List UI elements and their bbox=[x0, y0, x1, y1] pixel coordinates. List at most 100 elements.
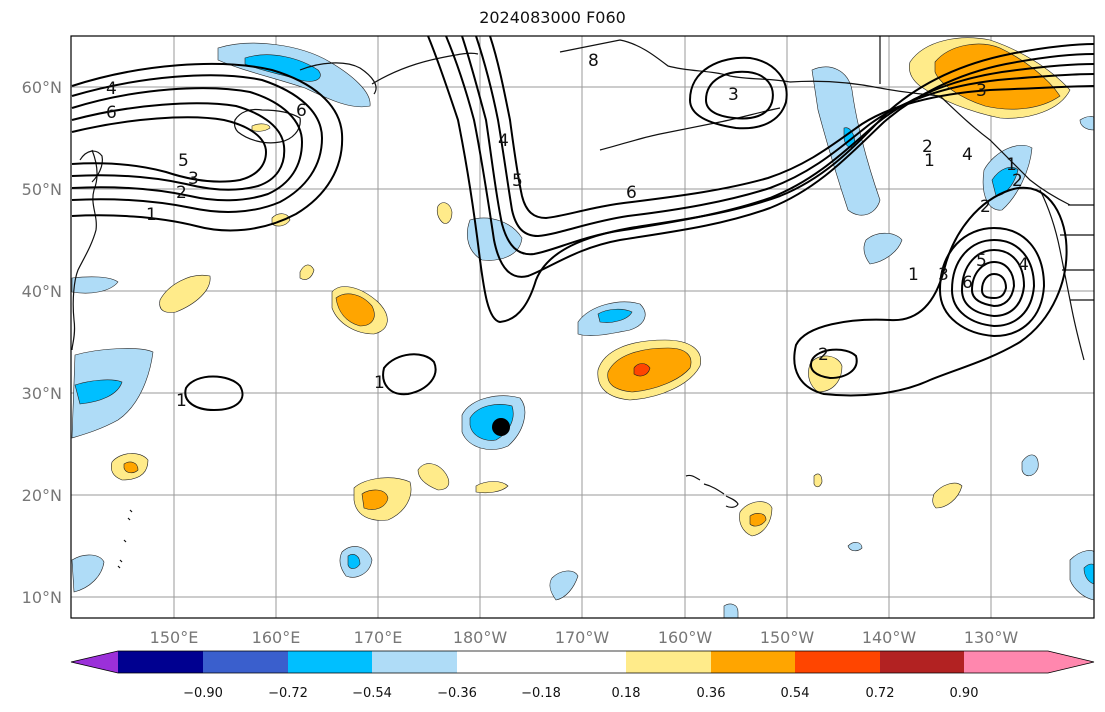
colorbar-tick: 0.54 bbox=[781, 686, 810, 701]
colorbar-max-arrow bbox=[1048, 651, 1094, 673]
fill-pos-small-1 bbox=[436, 202, 453, 224]
coast-japan bbox=[71, 149, 98, 351]
map-area: 4 6 5 3 2 1 6 4 5 3 6 8 1 1 2 1 2 4 3 1 … bbox=[71, 36, 1094, 618]
fill-neg-south-west-core bbox=[347, 554, 361, 569]
contour-west-4 bbox=[71, 102, 286, 191]
longitude-labels: 150°E 160°E 170°E 180°W 170°W 160°W 150°… bbox=[150, 628, 1019, 647]
contour-label: 4 bbox=[1018, 255, 1029, 275]
fill-neg-bottom-small bbox=[723, 603, 739, 618]
contour-label: 3 bbox=[728, 85, 739, 105]
chart-title: 2024083000 F060 bbox=[479, 8, 626, 27]
colorbar-tick: −0.54 bbox=[352, 686, 392, 701]
contour-trough-2 bbox=[445, 36, 1094, 278]
fill-neg-east-small bbox=[1021, 454, 1039, 477]
colorbar-swatch bbox=[626, 651, 711, 673]
lon-label: 130°W bbox=[964, 628, 1019, 647]
contour-label: 1 bbox=[146, 205, 157, 225]
contour-label: 1 bbox=[908, 265, 919, 285]
contour-bering-high bbox=[688, 56, 788, 130]
coast-chukotka bbox=[371, 52, 479, 85]
colorbar-swatch bbox=[964, 651, 1048, 673]
fill-neg-kamchatka-core bbox=[244, 54, 321, 82]
islands-marianas bbox=[117, 509, 133, 569]
contour-ne-low-3 bbox=[950, 238, 1036, 328]
lon-label: 180°W bbox=[453, 628, 508, 647]
contour-high-mid bbox=[382, 353, 437, 396]
lat-label: 40°N bbox=[22, 282, 62, 301]
fill-neg-ne-edge bbox=[1079, 116, 1094, 131]
lon-label: 160°W bbox=[658, 628, 713, 647]
colorbar-swatch bbox=[795, 651, 880, 673]
colorbar-tick: 0.90 bbox=[950, 686, 979, 701]
colorbar-tick: −0.72 bbox=[268, 686, 308, 701]
contour-east-small bbox=[810, 348, 858, 380]
contour-label: 4 bbox=[498, 131, 509, 151]
fill-pos-south-2 bbox=[417, 463, 450, 491]
colorbar-swatch bbox=[711, 651, 795, 673]
fill-pos-small-5 bbox=[813, 473, 823, 488]
fill-neg-southwest-edge bbox=[71, 554, 105, 593]
colorbar-swatch bbox=[118, 651, 203, 673]
contour-west-2 bbox=[71, 74, 324, 213]
coast-alaska-west bbox=[559, 39, 791, 83]
coast-aleutians bbox=[599, 107, 781, 151]
contour-label: 1 bbox=[924, 151, 935, 171]
contour-label: 5 bbox=[512, 171, 523, 191]
contour-label: 5 bbox=[178, 151, 189, 171]
contour-ne-low-6 bbox=[980, 272, 1008, 300]
colorbar-tick: 0.72 bbox=[866, 686, 895, 701]
storm-center-marker bbox=[492, 418, 510, 436]
lat-label: 10°N bbox=[22, 588, 62, 607]
contour-label: 3 bbox=[938, 265, 949, 285]
colorbar-outline bbox=[70, 650, 1095, 674]
contour-label: 2 bbox=[922, 137, 933, 157]
colorbar-swatch bbox=[880, 651, 964, 673]
fill-pos-central-peak bbox=[633, 363, 651, 377]
contour-label: 1 bbox=[1006, 155, 1017, 175]
lon-label: 170°E bbox=[354, 628, 403, 647]
contour-trough-4 bbox=[475, 36, 1094, 238]
fill-neg-westpac-core bbox=[74, 379, 123, 405]
colorbar-swatch bbox=[372, 651, 457, 673]
contour-ne-low-2 bbox=[938, 226, 1046, 338]
fill-pos-east bbox=[808, 355, 843, 393]
contour-label: 2 bbox=[980, 197, 991, 217]
contours bbox=[71, 36, 1094, 412]
contour-high-west bbox=[184, 375, 244, 412]
fill-pos-west-2 bbox=[159, 274, 211, 313]
contour-west-3 bbox=[71, 87, 304, 202]
fill-neg-southeast-edge bbox=[1069, 550, 1094, 601]
contour-label: 2 bbox=[176, 183, 187, 203]
colorbar-tick: −0.18 bbox=[521, 686, 561, 701]
lat-label: 20°N bbox=[22, 486, 62, 505]
contour-label: 2 bbox=[1012, 171, 1023, 191]
contour-label: 6 bbox=[296, 101, 307, 121]
fill-pos-south-3 bbox=[475, 481, 509, 494]
lon-label: 140°W bbox=[862, 628, 917, 647]
contour-label: 1 bbox=[374, 373, 385, 393]
contour-label: 3 bbox=[188, 169, 199, 189]
lon-label: 170°W bbox=[555, 628, 610, 647]
contour-label: 2 bbox=[818, 345, 829, 365]
contour-ne-low-1 bbox=[793, 186, 1068, 397]
latitude-labels: 60°N 50°N 40°N 30°N 20°N 10°N bbox=[22, 78, 62, 607]
borders bbox=[879, 36, 1094, 301]
contour-west-5 bbox=[71, 116, 268, 183]
contour-label: 5 bbox=[976, 251, 987, 271]
fill-neg-south-central bbox=[549, 570, 579, 601]
fill-neg-northeast bbox=[863, 232, 903, 265]
coast-alaska-south bbox=[789, 80, 941, 97]
contour-label: 6 bbox=[626, 183, 637, 203]
fill-pos-south-1-core bbox=[361, 489, 389, 510]
contour-label: 4 bbox=[962, 145, 973, 165]
colorbar-swatch bbox=[457, 651, 541, 673]
fill-pos-south-4-core bbox=[749, 513, 767, 527]
contour-trough-5 bbox=[489, 36, 1094, 220]
coast-panhandle bbox=[939, 95, 1071, 206]
fill-pos-west-1-core bbox=[335, 293, 375, 327]
colorbar-tick: −0.36 bbox=[437, 686, 477, 701]
colorbar-swatch bbox=[541, 651, 626, 673]
colorbar-tick: 0.36 bbox=[697, 686, 726, 701]
coast-kamchatka-north bbox=[299, 62, 377, 95]
